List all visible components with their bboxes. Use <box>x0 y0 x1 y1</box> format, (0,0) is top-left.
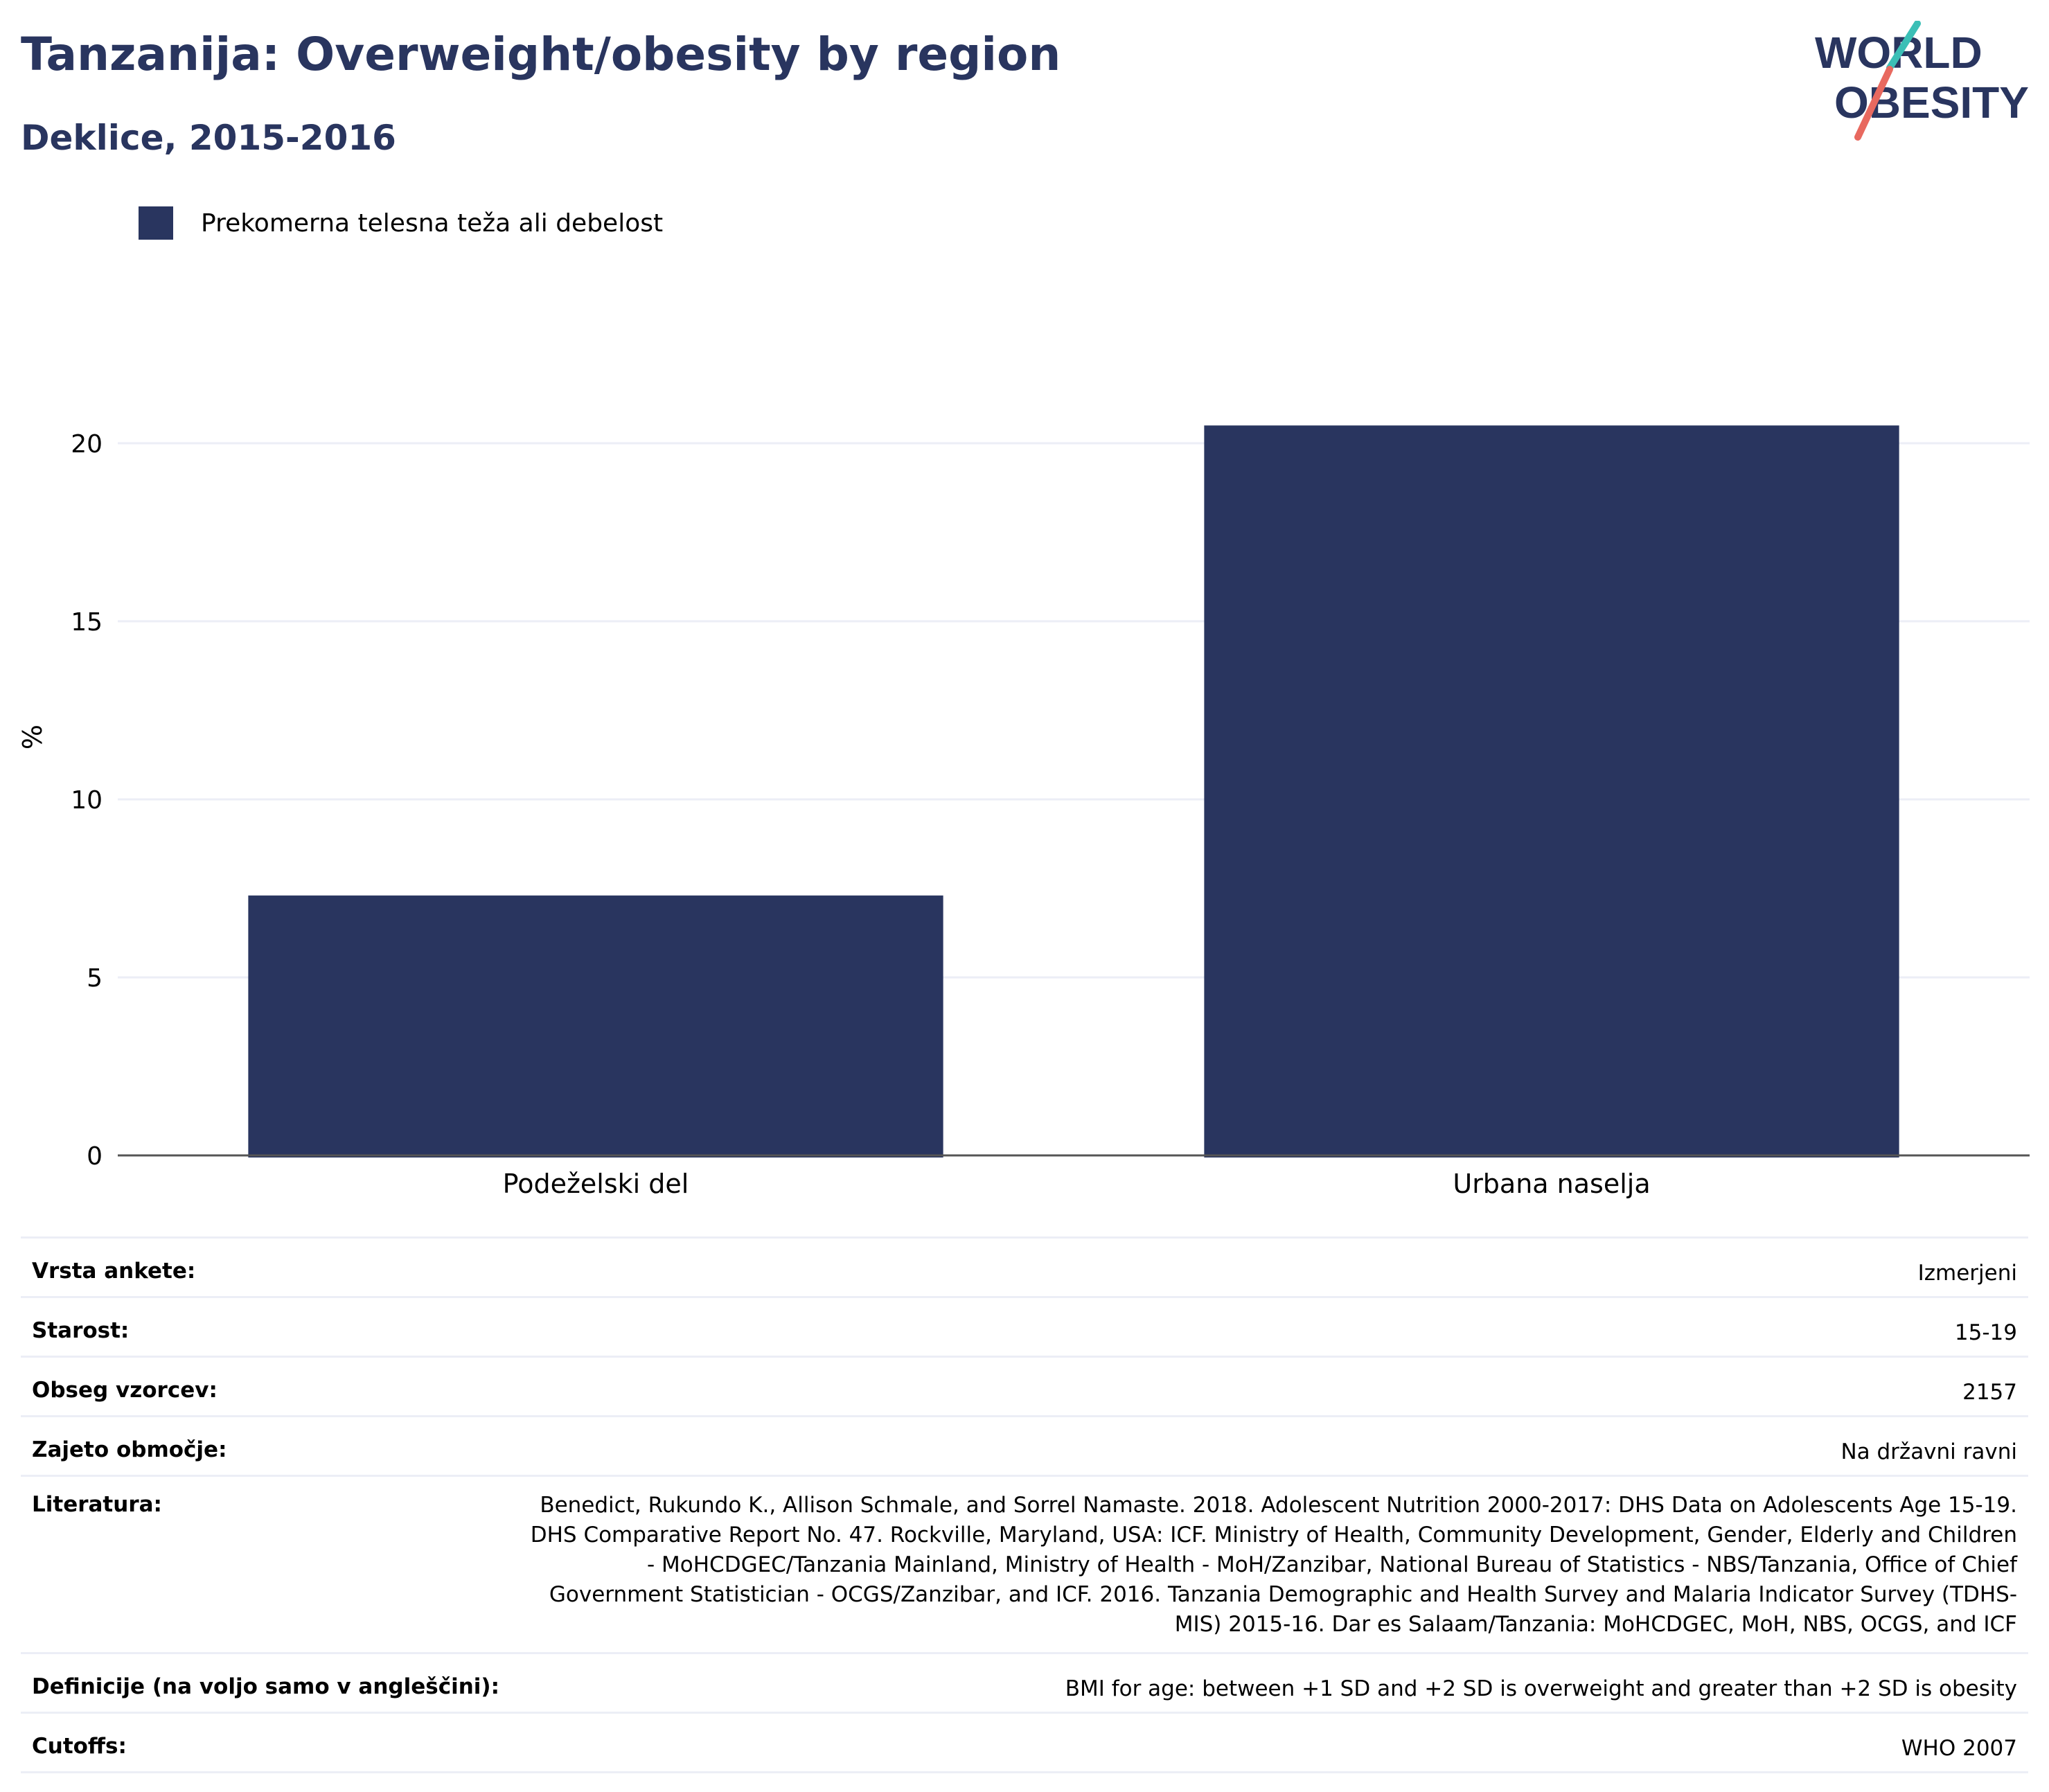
info-label: Definicije (na voljo samo v angleščini): <box>21 1652 513 1713</box>
y-tick-label: 5 <box>87 964 103 993</box>
bar-chart: 0 5 10 15 20 Podeželski del Urbana naselja % <box>17 425 2030 1199</box>
y-axis-label: % <box>17 725 48 749</box>
world-obesity-logo: WORLD OBESITY <box>1815 21 2029 141</box>
info-row-coverage: Zajeto območje: Na državni ravni <box>21 1415 2028 1476</box>
info-value: 15-19 <box>512 1296 2028 1357</box>
y-tick-label: 20 <box>71 430 103 459</box>
info-row-cutoffs: Cutoffs: WHO 2007 <box>21 1712 2028 1773</box>
legend-swatch <box>139 206 173 240</box>
chart-subtitle: Deklice, 2015-2016 <box>21 118 396 158</box>
info-value: Benedict, Rukundo K., Allison Schmale, a… <box>530 1493 2017 1637</box>
info-value: 2157 <box>512 1356 2028 1417</box>
logo-slash-top <box>1886 21 1921 71</box>
info-row-survey-type: Vrsta ankete: Izmerjeni <box>21 1236 2028 1297</box>
info-label: Obseg vzorcev: <box>21 1356 513 1417</box>
chart-legend[interactable]: Prekomerna telesna teža ali debelost <box>139 206 663 240</box>
logo-slash-bottom <box>1854 66 1893 141</box>
survey-info-table: Vrsta ankete: Izmerjeni Starost: 15-19 Obs… <box>21 1236 2028 1773</box>
x-tick-label: Podeželski del <box>503 1169 689 1199</box>
bar <box>248 895 943 1157</box>
x-tick-label: Urbana naselja <box>1453 1169 1650 1199</box>
chart-title: Tanzanija: Overweight/obesity by region <box>21 28 1061 81</box>
info-row-definitions: Definicije (na voljo samo v angleščini):… <box>21 1652 2028 1713</box>
bar <box>1204 425 1899 1157</box>
bars <box>248 425 1899 1157</box>
info-value: Na državni ravni <box>512 1415 2028 1476</box>
y-tick-label: 15 <box>71 608 103 637</box>
y-tick-labels: 0 5 10 15 20 <box>71 430 103 1171</box>
info-row-sample-size: Obseg vzorcev: 2157 <box>21 1356 2028 1417</box>
info-label: Cutoffs: <box>21 1712 513 1773</box>
info-value: Izmerjeni <box>512 1236 2028 1297</box>
legend-label: Prekomerna telesna teža ali debelost <box>201 209 664 238</box>
info-label: Vrsta ankete: <box>21 1236 513 1297</box>
info-row-references: Literatura: Benedict, Rukundo K., Allison… <box>21 1475 2028 1653</box>
info-value: WHO 2007 <box>512 1712 2028 1773</box>
y-tick-label: 0 <box>87 1142 103 1171</box>
info-label: Starost: <box>21 1296 513 1357</box>
info-row-age: Starost: 15-19 <box>21 1296 2028 1357</box>
info-label: Literatura: <box>21 1475 513 1653</box>
info-value: BMI for age: between +1 SD and +2 SD is … <box>512 1652 2028 1713</box>
info-label: Zajeto območje: <box>21 1415 513 1476</box>
x-tick-labels: Podeželski del Urbana naselja <box>503 1169 1651 1199</box>
y-tick-label: 10 <box>71 786 103 815</box>
